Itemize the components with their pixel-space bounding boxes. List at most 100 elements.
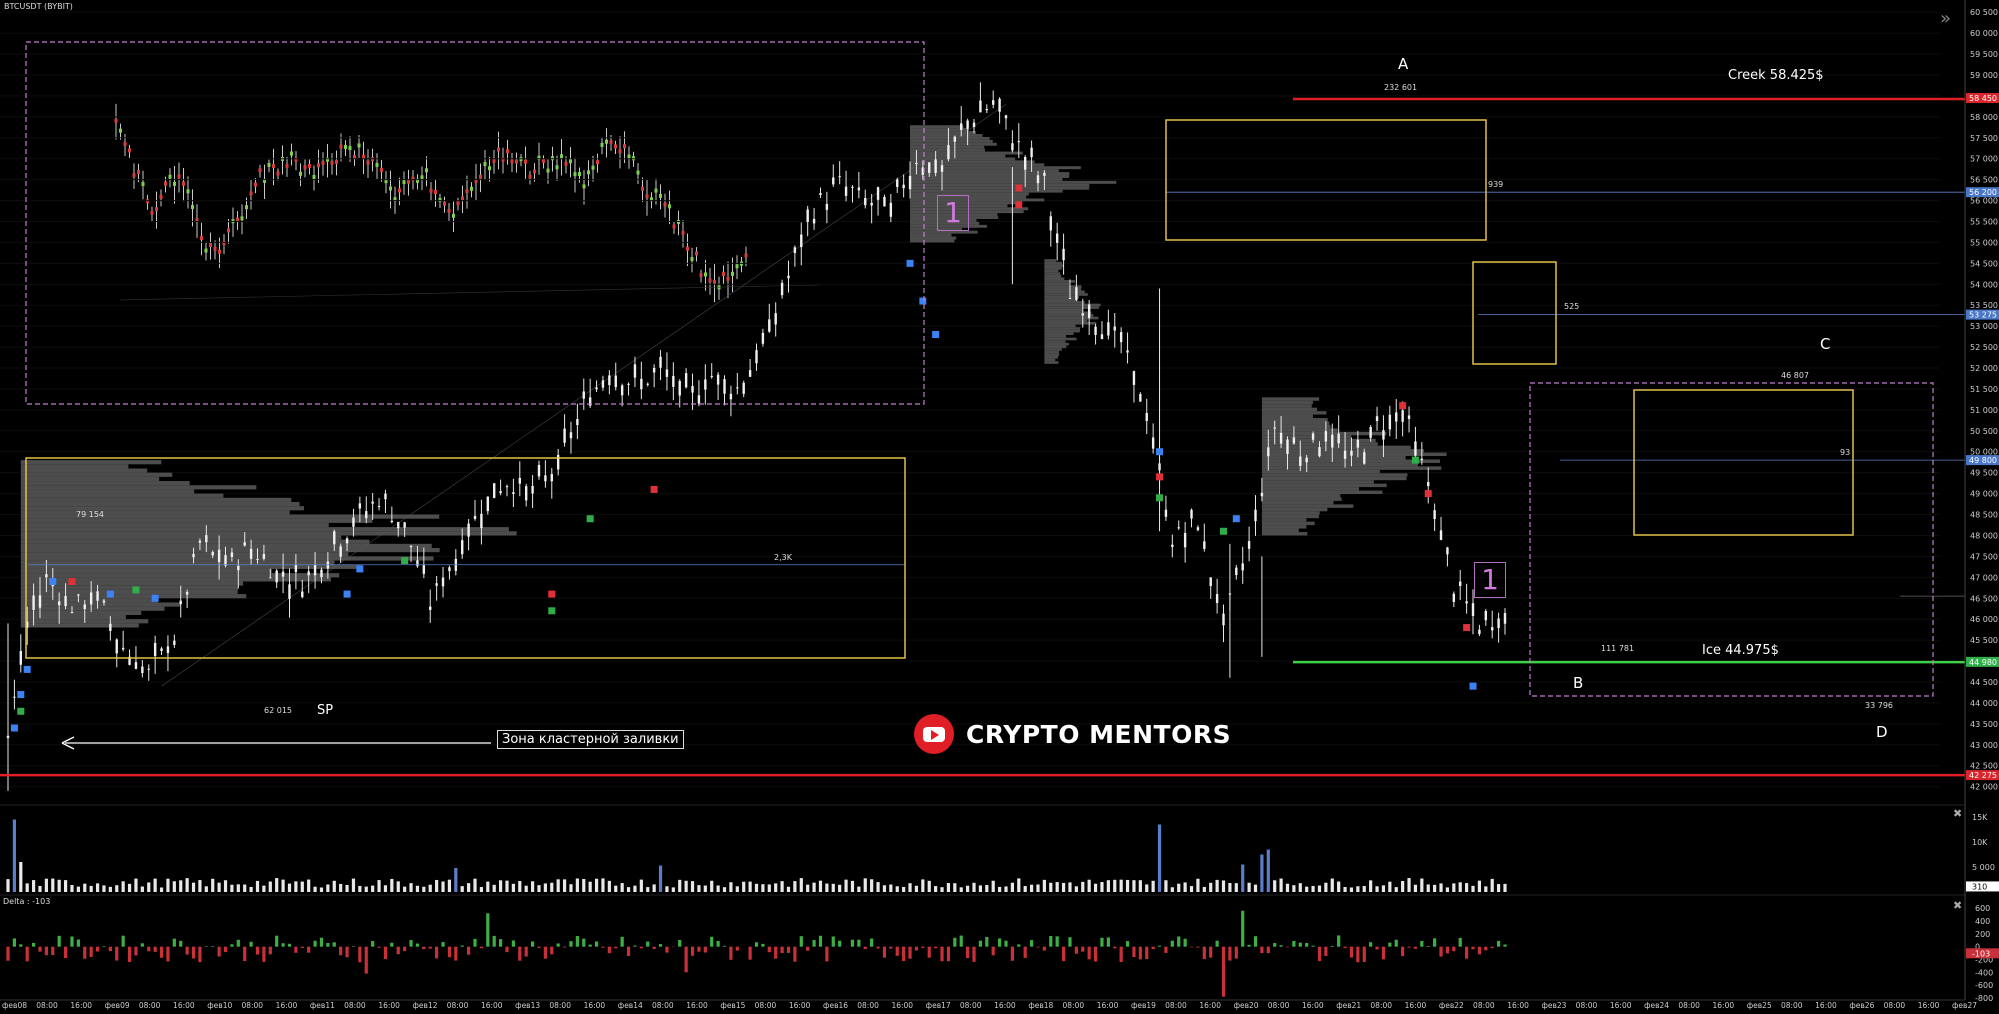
candle-body	[813, 219, 815, 224]
delta-bar	[141, 943, 144, 946]
delta-bar	[205, 946, 208, 947]
delta-bar	[1311, 946, 1314, 947]
delta-bar	[1363, 947, 1366, 962]
volume-bar	[1184, 882, 1187, 892]
cluster-marker	[107, 591, 114, 598]
price-tick-label: 59 500	[1970, 50, 1998, 59]
delta-bar	[384, 947, 387, 959]
delta-bar	[1036, 947, 1039, 948]
delta-panel-close-icon[interactable]: ✖	[1953, 899, 1962, 912]
volume-bar	[736, 886, 739, 892]
candle-body	[429, 607, 431, 610]
time-tick-label: 16:00	[1610, 1001, 1632, 1010]
delta-bar	[1478, 947, 1481, 955]
delta-bar	[1190, 947, 1193, 948]
candle-body	[634, 364, 636, 377]
profile-left-bar	[21, 561, 335, 565]
inset-cluster	[245, 205, 248, 209]
profile-left-bar	[21, 565, 362, 569]
cluster-marker	[344, 591, 351, 598]
inset-cluster	[556, 165, 559, 169]
inset-cluster	[493, 159, 496, 163]
volume-bar	[90, 886, 93, 892]
inset-cluster	[398, 188, 401, 192]
candle-body	[1222, 614, 1224, 626]
volume-bar	[467, 883, 470, 892]
volume-bar	[243, 885, 246, 892]
delta-bar	[499, 939, 502, 947]
candle-body	[870, 203, 872, 206]
candle-body	[1267, 447, 1269, 456]
volume-bar	[384, 885, 387, 892]
cluster-marker	[24, 666, 31, 673]
volume-bar	[179, 880, 182, 892]
time-tick-label: фев18	[1028, 1001, 1053, 1010]
volume-bar	[1062, 883, 1065, 892]
candle-body	[1299, 456, 1301, 465]
volume-bar	[1292, 885, 1295, 892]
volume-bar	[441, 882, 444, 892]
inset-cluster	[596, 160, 599, 164]
volume-bar	[1439, 883, 1442, 892]
volume-bar	[1094, 884, 1097, 892]
delta-bar	[1139, 947, 1142, 960]
volume-bar	[141, 887, 144, 892]
delta-bar	[960, 936, 963, 947]
volume-bar	[774, 883, 777, 892]
volume-bar	[19, 862, 22, 892]
candle-body	[1254, 510, 1256, 521]
profile-top-bar	[910, 193, 1029, 196]
inset-cluster	[119, 129, 122, 133]
volume-bar	[371, 886, 374, 892]
delta-bar	[1062, 947, 1065, 961]
volume-bar	[749, 882, 752, 892]
inset-cluster	[412, 177, 415, 181]
inset-cluster	[682, 231, 685, 235]
volume-bar	[198, 880, 201, 892]
profile-top-bar	[910, 207, 1028, 210]
volume-bar	[262, 886, 265, 892]
candle-body	[135, 662, 137, 669]
delta-bar	[1171, 941, 1174, 947]
inset-cluster	[376, 163, 379, 167]
box-number-1: 1	[937, 195, 969, 231]
volume-panel-close-icon[interactable]: ✖	[1953, 807, 1962, 820]
price-tick-label: 51 000	[1970, 406, 1998, 415]
inset-cluster	[497, 148, 500, 152]
time-tick-label: фев21	[1336, 1001, 1361, 1010]
candle-body	[467, 524, 469, 537]
candle-body	[122, 648, 124, 650]
cluster-marker	[1156, 448, 1163, 455]
candle-body	[1101, 334, 1103, 339]
inset-cluster	[142, 182, 145, 186]
cluster-marker	[356, 565, 363, 572]
volume-bar	[672, 887, 675, 892]
inset-cluster	[187, 189, 190, 193]
volume-bar	[1337, 882, 1340, 892]
expand-panel-icon[interactable]: »	[1940, 8, 1951, 29]
profile-right-bar	[1262, 494, 1340, 497]
cluster-marker	[17, 708, 24, 715]
volume-bar	[710, 881, 713, 892]
profile-left-bar	[21, 544, 432, 548]
delta-bar	[275, 936, 278, 947]
delta-bar	[1216, 941, 1219, 947]
price-tick-label: 60 000	[1970, 29, 1998, 38]
volume-bar	[1235, 883, 1238, 892]
delta-bar	[774, 947, 777, 959]
delta-bar	[1254, 936, 1257, 946]
candle-body	[1005, 115, 1007, 118]
volume-bar	[166, 879, 169, 892]
price-tick-label: 55 000	[1970, 238, 1998, 247]
volume-bar	[493, 885, 496, 892]
candle-body	[1312, 433, 1314, 439]
volume-bar	[902, 887, 905, 892]
volume-bar	[1491, 879, 1494, 892]
time-tick-label: фев25	[1747, 1001, 1772, 1010]
delta-bar	[595, 941, 598, 946]
volume-bar	[377, 880, 380, 892]
profile-top-bar	[910, 125, 963, 128]
delta-bar	[441, 942, 444, 947]
delta-tick-label: 600	[1975, 904, 1990, 913]
volume-bar	[512, 884, 515, 892]
